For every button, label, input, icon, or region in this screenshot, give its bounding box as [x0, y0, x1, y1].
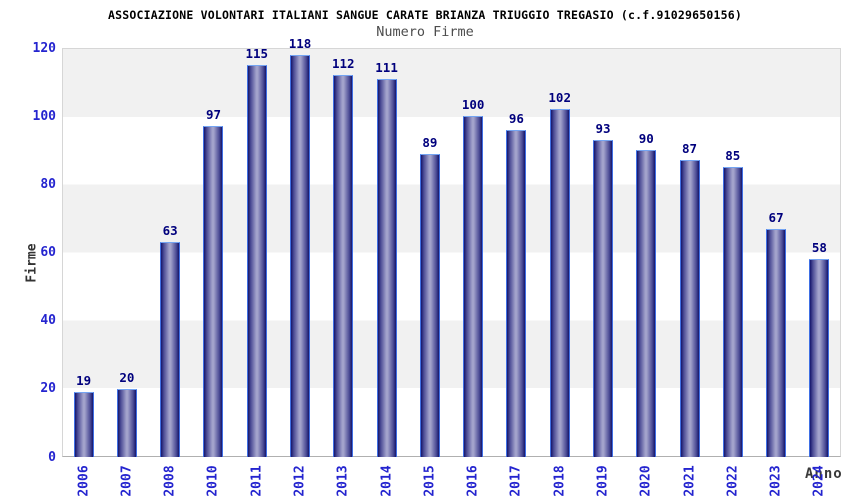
bar-value-label: 85 — [725, 148, 741, 163]
bar-value-label: 100 — [461, 97, 485, 112]
bar-2022 — [722, 167, 743, 457]
bar-value-label: 87 — [681, 141, 698, 156]
x-tick-label: 2011 — [249, 465, 265, 497]
bar-value-label: 63 — [162, 223, 178, 238]
x-axis-label: Anno — [805, 466, 843, 482]
x-tick-label: 2018 — [552, 465, 568, 497]
x-tick-label: 2017 — [508, 465, 524, 497]
bar-value-label: 112 — [332, 56, 355, 71]
bar-2012 — [290, 55, 311, 457]
bar-value-label: 90 — [638, 131, 654, 146]
chart-subtitle: Numero Firme — [376, 24, 474, 40]
y-tick-label: 60 — [40, 245, 56, 260]
chart-title: ASSOCIAZIONE VOLONTARI ITALIANI SANGUE C… — [108, 8, 742, 22]
bar-value-label: 67 — [768, 210, 784, 225]
bar-value-label: 111 — [375, 60, 398, 75]
x-tick-label: 2015 — [422, 465, 438, 497]
bar-2011 — [246, 65, 267, 457]
bar-2013 — [333, 75, 354, 457]
bar-value-label: 93 — [595, 121, 611, 136]
bar-2008 — [160, 242, 181, 457]
bar-value-label: 115 — [245, 46, 269, 61]
bar-2010 — [203, 126, 224, 457]
bar-2019 — [592, 140, 613, 457]
x-tick-label: 2006 — [76, 465, 92, 497]
x-tick-label: 2023 — [768, 465, 784, 497]
bar-2006 — [73, 392, 94, 457]
bar-2023 — [766, 229, 787, 457]
y-tick-label: 100 — [32, 108, 56, 124]
bar-2017 — [506, 130, 527, 457]
y-tick-label: 20 — [40, 381, 56, 397]
bar-2021 — [679, 160, 700, 457]
x-tick-label: 2007 — [119, 465, 135, 497]
bar-value-label: 89 — [422, 135, 438, 150]
x-tick-label: 2014 — [379, 465, 395, 497]
x-tick-label: 2020 — [638, 465, 654, 497]
x-tick-label: 2010 — [205, 465, 221, 497]
bar-2007 — [116, 389, 137, 457]
bar-value-label: 58 — [811, 240, 827, 255]
bar-2016 — [463, 116, 484, 457]
plot-area — [62, 48, 841, 457]
x-tick-label: 2021 — [682, 465, 698, 497]
y-tick-label: 80 — [40, 176, 56, 192]
x-tick-label: 2008 — [162, 465, 178, 497]
bar-2018 — [549, 109, 570, 457]
bar-value-label: 19 — [76, 373, 92, 388]
x-tick-label: 2012 — [292, 465, 308, 497]
x-tick-label: 2016 — [465, 465, 481, 497]
bar-2015 — [419, 154, 440, 457]
bar-value-label: 97 — [205, 107, 221, 122]
y-tick-label: 120 — [32, 40, 56, 56]
x-tick-label: 2022 — [725, 465, 741, 497]
bar-value-label: 96 — [508, 111, 524, 126]
bar-value-label: 102 — [548, 90, 571, 105]
bar-value-label: 20 — [119, 370, 135, 385]
x-tick-label: 2019 — [595, 465, 611, 497]
bar-2014 — [376, 79, 397, 457]
y-tick-label: 0 — [48, 449, 56, 465]
x-tick-label: 2013 — [335, 465, 351, 497]
bar-2020 — [636, 150, 657, 457]
bar-2024 — [809, 259, 830, 457]
x-tick-label: 2024 — [811, 465, 827, 497]
bar-value-label: 118 — [288, 36, 312, 51]
y-tick-label: 40 — [40, 313, 56, 329]
